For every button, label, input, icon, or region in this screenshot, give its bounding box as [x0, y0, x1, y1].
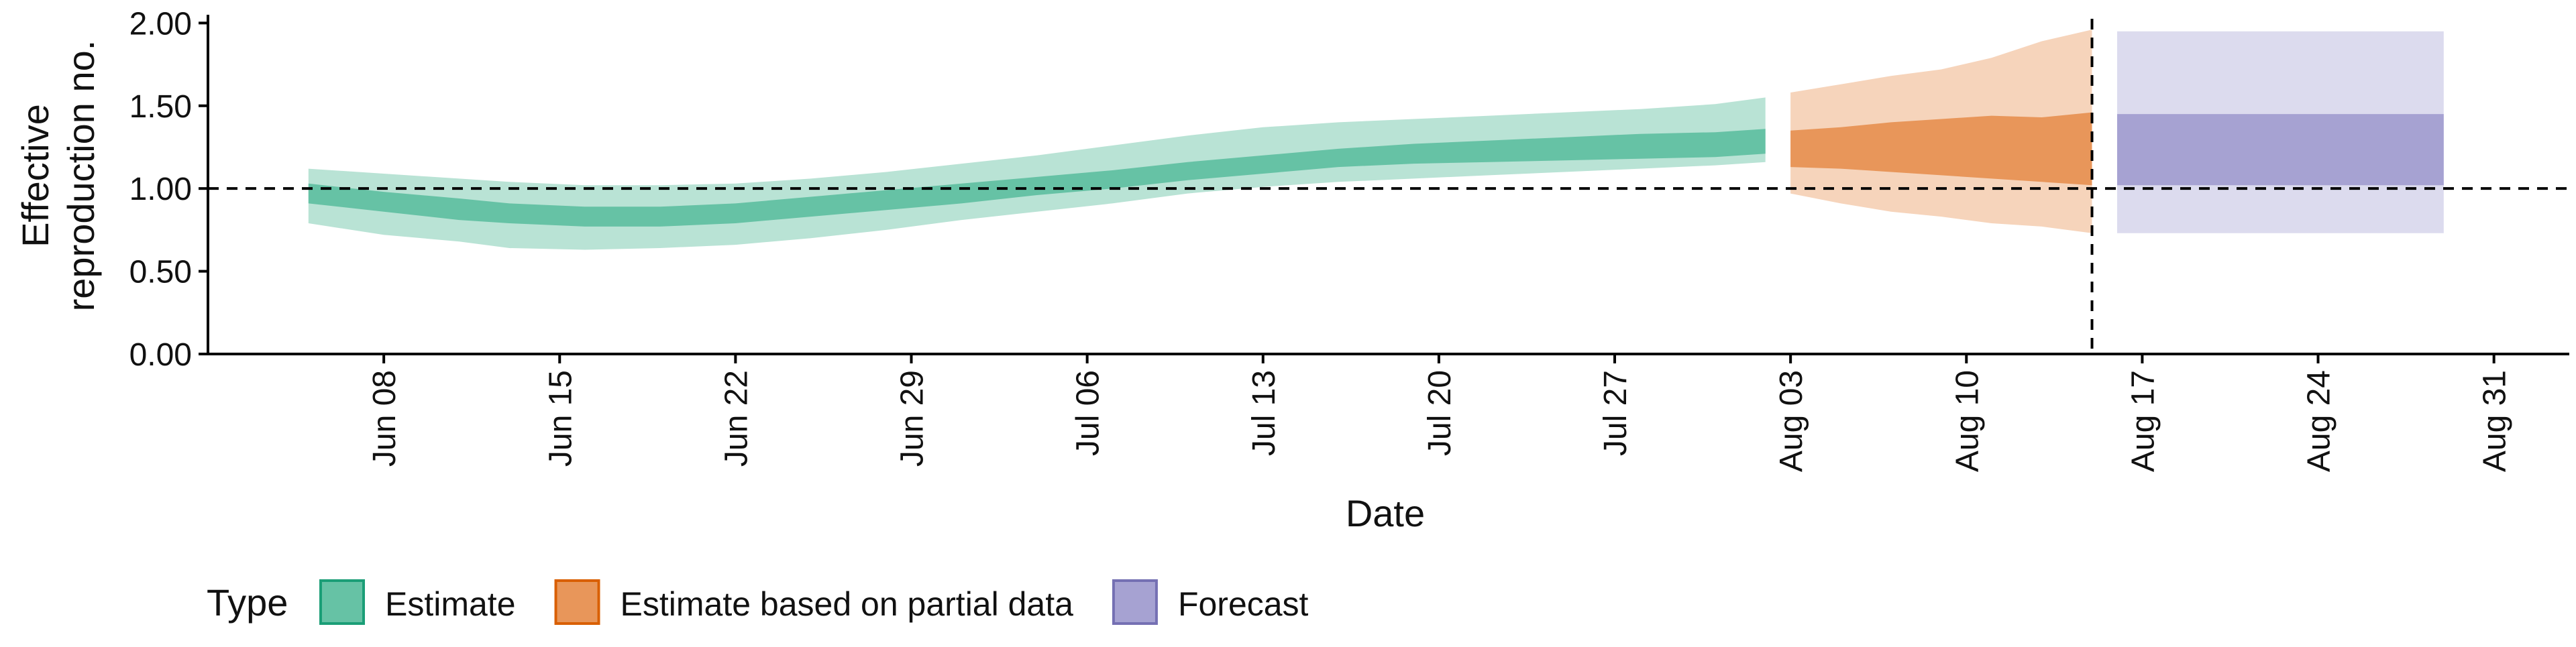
legend-label-forecast: Forecast — [1178, 585, 1309, 623]
estimate-outer-band — [308, 97, 1766, 250]
legend: Type Estimate Estimate based on partial d… — [207, 579, 1309, 625]
x-axis-label: Date — [1346, 492, 1425, 534]
x-tick-label: Jul 06 — [1071, 370, 1106, 456]
x-tick-label: Jun 29 — [895, 370, 930, 467]
x-tick-label: Aug 17 — [2125, 370, 2161, 472]
forecast-inner-band — [2117, 114, 2444, 186]
x-tick-label: Aug 31 — [2477, 370, 2513, 472]
x-tick-label: Jul 27 — [1598, 370, 1633, 456]
legend-swatch-estimate-based-on-partial-data — [554, 579, 600, 625]
x-tick-label: Jul 13 — [1246, 370, 1282, 456]
x-tick-label: Jul 20 — [1422, 370, 1458, 456]
y-tick-label: 2.00 — [129, 6, 192, 42]
estimate-inner-band — [308, 129, 1766, 227]
x-tick-label: Jun 22 — [718, 370, 754, 467]
x-tick-label: Aug 24 — [2302, 370, 2337, 472]
legend-swatch-forecast — [1112, 579, 1158, 625]
x-tick-label: Aug 10 — [1949, 370, 1985, 472]
estimate-based-on-partial-data-inner-band — [1790, 112, 2092, 186]
legend-title: Type — [207, 581, 288, 624]
y-axis-label-line2: reproduction no. — [60, 40, 102, 312]
bands-layer — [308, 30, 2444, 250]
legend-swatch-estimate — [319, 579, 365, 625]
y-tick-label: 0.50 — [129, 255, 192, 290]
x-tick-label: Jun 15 — [543, 370, 578, 467]
y-tick-label: 1.50 — [129, 89, 192, 125]
y-tick-label: 0.00 — [129, 337, 192, 373]
x-tick-label: Jun 08 — [367, 370, 402, 467]
x-tick-label: Aug 03 — [1774, 370, 1809, 472]
legend-label-estimate: Estimate — [385, 585, 516, 623]
legend-label-estimate-based-on-partial-data: Estimate based on partial data — [621, 585, 1074, 623]
axes-layer: Effective reproduction no. Date 0.00 0.50… — [14, 6, 2569, 534]
y-axis-label-line1: Effective — [14, 104, 56, 247]
y-tick-label: 1.00 — [129, 172, 192, 207]
